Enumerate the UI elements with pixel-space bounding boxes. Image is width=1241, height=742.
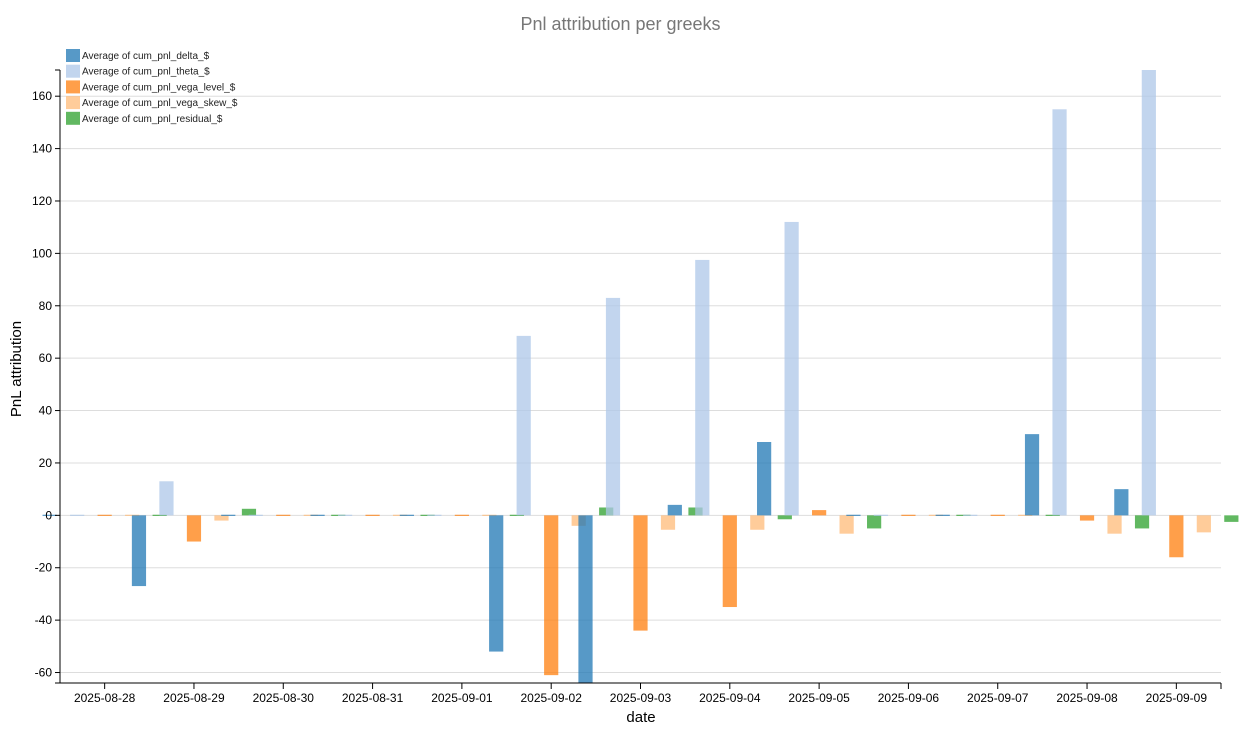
x-tick-label: 2025-09-01 <box>431 691 493 705</box>
bar <box>159 481 174 516</box>
legend-label: Average of cum_pnl_vega_level_$ <box>82 82 236 93</box>
legend-label: Average of cum_pnl_vega_skew_$ <box>82 98 238 109</box>
bar <box>489 515 504 652</box>
bar <box>722 515 737 608</box>
legend-label: Average of cum_pnl_delta_$ <box>82 51 210 62</box>
x-tick-label: 2025-09-03 <box>610 691 672 705</box>
x-tick-label: 2025-08-28 <box>74 691 136 705</box>
bar <box>1224 515 1239 522</box>
chart-title: Pnl attribution per greeks <box>520 14 721 34</box>
bar <box>578 515 593 683</box>
y-tick-label: 60 <box>39 351 53 365</box>
bar <box>516 335 531 516</box>
bar <box>935 514 950 516</box>
y-tick-label: -20 <box>35 561 53 575</box>
bar <box>990 514 1005 516</box>
bar <box>839 515 854 534</box>
y-tick-label: 160 <box>32 89 52 103</box>
bar <box>221 514 236 516</box>
legend: Average of cum_pnl_delta_$ Average of cum… <box>66 49 238 125</box>
x-tick-label: 2025-09-04 <box>699 691 761 705</box>
y-tick-label: 120 <box>32 194 52 208</box>
bars <box>42 70 1239 683</box>
x-tick-label: 2025-09-07 <box>967 691 1029 705</box>
bar <box>777 515 792 520</box>
y-tick-label: 100 <box>32 246 52 260</box>
x-tick-label: 2025-08-30 <box>253 691 315 705</box>
bar <box>241 508 257 516</box>
y-axis-title: PnL attribution <box>8 321 25 417</box>
x-tick-label: 2025-09-02 <box>520 691 582 705</box>
bar <box>70 514 85 516</box>
bar <box>660 515 676 530</box>
bar <box>509 514 524 516</box>
axes: -60 -40 -20 0 20 40 60 80 100 120 140 160 2025-08-28… <box>32 69 1222 705</box>
bar <box>365 514 380 516</box>
bar <box>873 514 889 516</box>
bar <box>97 514 112 516</box>
y-tick-label: 40 <box>39 404 53 418</box>
bar <box>186 515 202 542</box>
x-tick-label: 2025-09-09 <box>1146 691 1208 705</box>
legend-swatch <box>66 80 80 94</box>
bar <box>427 514 442 516</box>
x-tick-label: 2025-09-08 <box>1056 691 1118 705</box>
bar <box>1134 515 1150 529</box>
bar <box>131 515 147 587</box>
bar <box>1196 515 1211 533</box>
bar <box>605 297 621 516</box>
bar <box>963 514 978 516</box>
bar <box>901 514 916 516</box>
legend-swatch <box>66 64 80 78</box>
x-axis-title: date <box>626 709 655 726</box>
bar <box>1052 109 1067 516</box>
y-tick-label: -40 <box>35 613 53 627</box>
bar <box>1169 515 1184 558</box>
bar <box>1114 489 1129 516</box>
bar <box>784 221 799 516</box>
x-tick-label: 2025-08-29 <box>163 691 225 705</box>
legend-swatch <box>66 111 80 125</box>
bar <box>1107 515 1122 534</box>
bar <box>633 515 648 631</box>
legend-swatch <box>66 96 80 110</box>
bar <box>276 514 291 516</box>
y-tick-label: 80 <box>39 299 53 313</box>
bar <box>846 514 861 516</box>
bar <box>695 259 710 516</box>
y-tick-label: 20 <box>39 456 53 470</box>
bar <box>667 504 682 516</box>
x-tick-label: 2025-09-05 <box>788 691 850 705</box>
bar <box>454 514 469 516</box>
y-tick-label: 0 <box>45 508 52 522</box>
bar <box>152 514 167 516</box>
y-tick-label: -60 <box>35 666 53 680</box>
y-tick-label: 140 <box>32 142 52 156</box>
legend-label: Average of cum_pnl_residual_$ <box>82 114 223 125</box>
bar <box>1045 514 1060 516</box>
bar <box>867 515 882 529</box>
legend-label: Average of cum_pnl_theta_$ <box>82 67 210 78</box>
legend-swatch <box>66 49 80 62</box>
x-tick-label: 2025-08-31 <box>342 691 404 705</box>
bar <box>248 514 263 516</box>
bar <box>1141 70 1156 516</box>
bar <box>337 514 353 516</box>
bar <box>1018 514 1033 516</box>
bar <box>42 514 57 516</box>
bar <box>544 515 559 676</box>
bar <box>812 510 827 516</box>
x-tick-label: 2025-09-06 <box>878 691 940 705</box>
bar <box>750 515 765 530</box>
bar <box>214 515 229 521</box>
bar <box>399 514 414 516</box>
bar <box>757 441 772 516</box>
bar <box>310 514 325 516</box>
bar <box>1079 515 1095 521</box>
bar <box>1024 434 1040 516</box>
